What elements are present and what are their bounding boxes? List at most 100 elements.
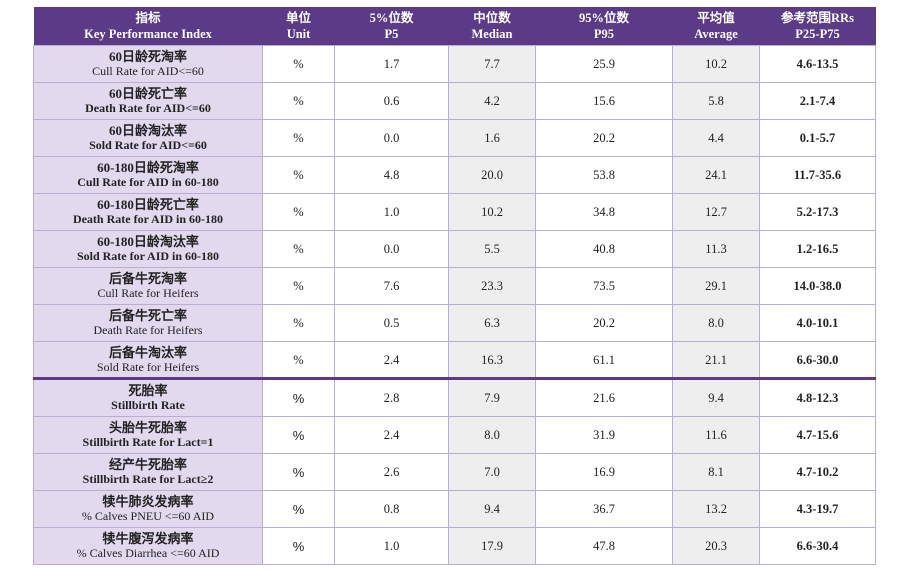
kpi-name-en: Sold Rate for Heifers [96, 360, 200, 374]
median-cell: 7.0 [448, 453, 536, 491]
unit-cell: % [262, 82, 335, 120]
kpi-name-zh: 60-180日龄淘汰率 [97, 234, 199, 249]
average-cell: 5.8 [672, 82, 760, 120]
reference-range-cell: 14.0-38.0 [759, 267, 876, 305]
reference-range-cell: 6.6-30.0 [759, 341, 876, 379]
median-cell: 4.2 [448, 82, 536, 120]
unit-cell: % [262, 416, 335, 454]
unit-cell: % [262, 119, 335, 157]
kpi-name-en: Death Rate for AID in 60-180 [72, 212, 224, 226]
median-cell: 5.5 [448, 230, 536, 268]
p5-cell: 0.8 [334, 490, 449, 528]
p95-cell: 34.8 [535, 193, 673, 231]
median-cell: 8.0 [448, 416, 536, 454]
table-row: 头胎牛死胎率 Stillbirth Rate for Lact=1% 2.4 8.0 3… [33, 416, 876, 454]
reference-range-cell: 0.1-5.7 [759, 119, 876, 157]
kpi-name-zh: 60日龄死淘率 [108, 49, 187, 64]
average-cell: 13.2 [672, 490, 760, 528]
kpi-name-en: Cull Rate for AID in 60-180 [77, 175, 219, 189]
unit-cell: % [262, 341, 335, 379]
kpi-name-cell: 60-180日龄死淘率 Cull Rate for AID in 60-180 [33, 156, 263, 194]
reference-range-cell: 4.7-15.6 [759, 416, 876, 454]
average-cell: 24.1 [672, 156, 760, 194]
unit-cell: % [262, 304, 335, 342]
reference-range-cell: 4.8-12.3 [759, 378, 876, 417]
header-median: 中位数 Median [448, 7, 536, 46]
kpi-table-mortality: 指标 Key Performance Index 单位 Unit 5%位数 P5 中位… [33, 7, 876, 379]
kpi-name-en: Death Rate for Heifers [93, 323, 203, 337]
header-average: 平均值 Average [672, 7, 760, 46]
p5-cell: 0.6 [334, 82, 449, 120]
p5-cell: 7.6 [334, 267, 449, 305]
kpi-name-zh: 后备牛死亡率 [108, 308, 187, 323]
p5-cell: 0.0 [334, 119, 449, 157]
reference-range-cell: 11.7-35.6 [759, 156, 876, 194]
kpi-name-cell: 犊牛腹泻发病率% Calves Diarrhea <=60 AID [33, 527, 263, 565]
unit-cell: % [262, 453, 335, 491]
table-row: 后备牛死亡率 Death Rate for Heifers% 0.5 6.3 20.2 8… [33, 304, 876, 342]
kpi-name-cell: 头胎牛死胎率 Stillbirth Rate for Lact=1 [33, 416, 263, 454]
reference-range-cell: 4.7-10.2 [759, 453, 876, 491]
kpi-name-zh: 后备牛死淘率 [108, 271, 187, 286]
unit-cell: % [262, 267, 335, 305]
kpi-name-en: Cull Rate for AID<=60 [92, 64, 204, 78]
kpi-name-en: Stillbirth Rate for Lact=1 [82, 435, 214, 449]
table-row: 60-180日龄死亡率 Death Rate for AID in 60-180%… [33, 193, 876, 231]
reference-range-cell: 6.6-30.4 [759, 527, 876, 565]
reference-range-cell: 2.1-7.4 [759, 82, 876, 120]
p5-cell: 2.4 [334, 341, 449, 379]
table-row: 60日龄淘汰率 Sold Rate for AID<=60% 0.0 1.6 20.2 4… [33, 119, 876, 157]
p5-cell: 1.0 [334, 527, 449, 565]
kpi-name-en: Stillbirth Rate [111, 398, 185, 412]
kpi-name-cell: 后备牛死淘率 Cull Rate for Heifers [33, 267, 263, 305]
reference-range-cell: 4.3-19.7 [759, 490, 876, 528]
p95-cell: 53.8 [535, 156, 673, 194]
p95-cell: 15.6 [535, 82, 673, 120]
p95-cell: 40.8 [535, 230, 673, 268]
p5-cell: 0.5 [334, 304, 449, 342]
p5-cell: 0.0 [334, 230, 449, 268]
table-row: 60日龄死亡率 Death Rate for AID<=60% 0.6 4.2 15.6… [33, 82, 876, 120]
header-unit: 单位 Unit [262, 7, 335, 46]
median-cell: 1.6 [448, 119, 536, 157]
kpi-name-cell: 犊牛肺炎发病率% Calves PNEU <=60 AID [33, 490, 263, 528]
average-cell: 21.1 [672, 341, 760, 379]
unit-cell: % [262, 193, 335, 231]
table-row: 经产牛死胎率 Stillbirth Rate for Lact≥2% 2.6 7.0 1… [33, 453, 876, 491]
p95-cell: 73.5 [535, 267, 673, 305]
p95-cell: 47.8 [535, 527, 673, 565]
kpi-name-cell: 60-180日龄淘汰率 Sold Rate for AID in 60-180 [33, 230, 263, 268]
header-kpi: 指标 Key Performance Index [33, 7, 263, 46]
p95-cell: 20.2 [535, 304, 673, 342]
kpi-name-zh: 经产牛死胎率 [108, 457, 187, 472]
average-cell: 20.3 [672, 527, 760, 565]
p5-cell: 1.0 [334, 193, 449, 231]
table-row: 60日龄死淘率 Cull Rate for AID<=60% 1.7 7.7 25.9 1… [33, 45, 876, 83]
kpi-name-en: Stillbirth Rate for Lact≥2 [82, 472, 214, 486]
kpi-name-cell: 60日龄死淘率 Cull Rate for AID<=60 [33, 45, 263, 83]
average-cell: 8.1 [672, 453, 760, 491]
kpi-name-zh: 后备牛淘汰率 [108, 345, 187, 360]
kpi-name-cell: 后备牛死亡率 Death Rate for Heifers [33, 304, 263, 342]
kpi-name-zh: 犊牛肺炎发病率 [102, 494, 194, 509]
average-cell: 9.4 [672, 378, 760, 417]
header-reference-range: 参考范围RRs P25-P75 [759, 7, 876, 46]
average-cell: 11.6 [672, 416, 760, 454]
kpi-name-zh: 头胎牛死胎率 [108, 420, 187, 435]
kpi-name-en: % Calves Diarrhea <=60 AID [76, 546, 220, 560]
kpi-name-cell: 后备牛淘汰率 Sold Rate for Heifers [33, 341, 263, 379]
kpi-name-en: Sold Rate for AID in 60-180 [76, 249, 220, 263]
average-cell: 10.2 [672, 45, 760, 83]
median-cell: 7.9 [448, 378, 536, 417]
p95-cell: 21.6 [535, 378, 673, 417]
reference-range-cell: 4.6-13.5 [759, 45, 876, 83]
kpi-name-zh: 60日龄死亡率 [108, 86, 187, 101]
kpi-name-zh: 60日龄淘汰率 [108, 123, 187, 138]
average-cell: 29.1 [672, 267, 760, 305]
kpi-name-zh: 犊牛腹泻发病率 [102, 531, 194, 546]
average-cell: 4.4 [672, 119, 760, 157]
reference-range-cell: 4.0-10.1 [759, 304, 876, 342]
table-row: 犊牛腹泻发病率% Calves Diarrhea <=60 AID% 1.0 17.… [33, 527, 876, 565]
unit-cell: % [262, 156, 335, 194]
kpi-name-zh: 60-180日龄死淘率 [97, 160, 199, 175]
